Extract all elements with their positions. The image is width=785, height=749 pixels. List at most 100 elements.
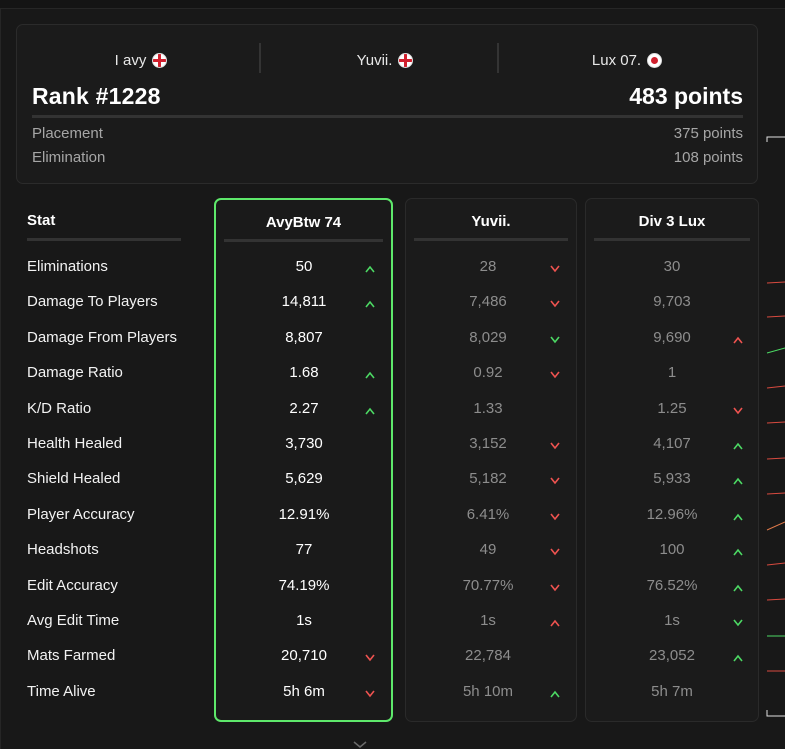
chevron-up-icon <box>364 407 376 415</box>
stat-value: 14,811 <box>281 293 327 311</box>
chevron-down-icon <box>732 619 744 627</box>
player-column-div3lux[interactable]: Div 3 Lux 30 9,703 9,690 1 1.25 4,107 5,933 12.… <box>585 198 759 722</box>
chevron-up-icon <box>732 548 744 556</box>
chevron-down-icon <box>549 300 561 308</box>
elimination-label: Elimination <box>32 149 106 166</box>
stat-value: 77 <box>295 541 313 559</box>
chevron-down-icon <box>549 548 561 556</box>
total-points: 483 points <box>629 83 743 109</box>
column-title: AvyBtw 74 <box>265 214 342 231</box>
stat-label: Damage From Players <box>27 328 178 346</box>
stat-value: 8,807 <box>285 328 323 346</box>
chevron-down-icon[interactable] <box>352 738 368 748</box>
stat-label: Health Healed <box>27 435 123 452</box>
stat-value: 20,710 <box>281 647 327 665</box>
stat-value: 1 <box>667 364 677 382</box>
stat-value: 5h 10m <box>462 682 514 700</box>
stat-value: 5,629 <box>285 470 323 488</box>
stat-value: 3,730 <box>285 435 323 452</box>
stat-value: 12.96% <box>646 505 698 523</box>
chevron-up-icon <box>732 513 744 521</box>
stat-header-underline <box>27 238 181 241</box>
stat-label: Player Accuracy <box>27 505 135 523</box>
stat-value: 5,933 <box>653 470 691 488</box>
placement-points: 375 points <box>673 125 743 142</box>
player-column-avybtw[interactable]: AvyBtw 74 50 14,811 8,807 1.68 2.27 3,730 5,62… <box>214 198 393 722</box>
stat-value: 9,703 <box>653 293 691 311</box>
chevron-down-icon <box>549 336 561 344</box>
player-name: I avy <box>114 51 147 69</box>
stat-value: 1s <box>296 612 312 629</box>
chevron-down-icon <box>732 407 744 415</box>
player-tab-2[interactable]: Yuvii. <box>335 49 435 71</box>
stat-value: 7,486 <box>469 293 507 311</box>
chevron-down-icon <box>364 690 376 698</box>
chevron-up-icon <box>732 584 744 592</box>
stat-value: 28 <box>479 258 497 275</box>
player-tab-1[interactable]: I avy <box>101 49 181 71</box>
stat-label: Avg Edit Time <box>27 612 120 629</box>
elimination-points: 108 points <box>673 149 743 166</box>
match-summary-card: I avy Yuvii. Lux 07. Rank #1228 483 poin… <box>16 24 758 184</box>
chevron-down-icon <box>549 442 561 450</box>
stat-value: 1s <box>664 612 680 629</box>
player-name: Lux 07. <box>591 51 642 69</box>
england-flag-icon <box>152 52 168 68</box>
chevron-down-icon <box>549 477 561 485</box>
column-title: Yuvii. <box>471 213 511 230</box>
stat-value: 100 <box>659 541 685 559</box>
stat-label: Edit Accuracy <box>27 576 118 594</box>
stat-value: 6.41% <box>466 505 510 523</box>
chevron-up-icon <box>732 336 744 344</box>
stat-value: 23,052 <box>649 647 695 665</box>
stat-value: 2.27 <box>289 399 319 417</box>
stat-value: 70.77% <box>462 576 514 594</box>
chevron-up-icon <box>732 442 744 450</box>
stat-label: Damage To Players <box>27 293 158 311</box>
stat-label: Time Alive <box>27 682 96 700</box>
column-title: Div 3 Lux <box>638 213 706 230</box>
stat-value: 5h 6m <box>283 682 325 700</box>
stat-column-header: Stat <box>27 212 56 229</box>
stat-value: 49 <box>479 541 497 559</box>
chevron-down-icon <box>364 654 376 662</box>
stat-value: 3,152 <box>469 435 507 452</box>
stat-value: 1s <box>480 612 496 629</box>
rank-label: Rank #1228 <box>32 83 161 109</box>
chevron-up-icon <box>364 265 376 273</box>
stat-value: 74.19% <box>278 576 330 594</box>
stat-value: 5h 7m <box>651 682 693 700</box>
stat-value: 1.33 <box>473 399 503 417</box>
stat-label: K/D Ratio <box>27 399 92 417</box>
divider <box>497 43 499 73</box>
stat-value: 5,182 <box>469 470 507 488</box>
chevron-down-icon <box>549 513 561 521</box>
chevron-up-icon <box>364 300 376 308</box>
stat-value: 12.91% <box>278 505 330 523</box>
player-column-yuvii[interactable]: Yuvii. 28 7,486 8,029 0.92 1.33 3,152 5,182 6.4… <box>405 198 577 722</box>
stat-label: Headshots <box>27 541 99 559</box>
chevron-up-icon <box>732 477 744 485</box>
stat-value: 8,029 <box>469 328 507 346</box>
stat-value: 76.52% <box>646 576 698 594</box>
chevron-up-icon <box>549 619 561 627</box>
stat-value: 4,107 <box>653 435 691 452</box>
player-name: Yuvii. <box>356 51 393 69</box>
japan-flag-icon <box>647 52 663 68</box>
summary-divider <box>32 115 743 118</box>
stat-value: 50 <box>295 258 313 275</box>
chevron-down-icon <box>549 584 561 592</box>
stat-label: Mats Farmed <box>27 647 116 665</box>
adjacent-chart-edge <box>766 136 785 717</box>
column-underline <box>594 238 750 241</box>
stat-value: 1.68 <box>289 364 319 382</box>
stat-value: 22,784 <box>465 647 511 665</box>
stat-value: 9,690 <box>653 328 691 346</box>
player-tab-3[interactable]: Lux 07. <box>577 49 677 71</box>
stat-label: Damage Ratio <box>27 364 123 382</box>
england-flag-icon <box>398 52 414 68</box>
stat-value: 0.92 <box>473 364 503 382</box>
chevron-down-icon <box>549 265 561 273</box>
placement-label: Placement <box>32 125 103 142</box>
chevron-down-icon <box>549 371 561 379</box>
